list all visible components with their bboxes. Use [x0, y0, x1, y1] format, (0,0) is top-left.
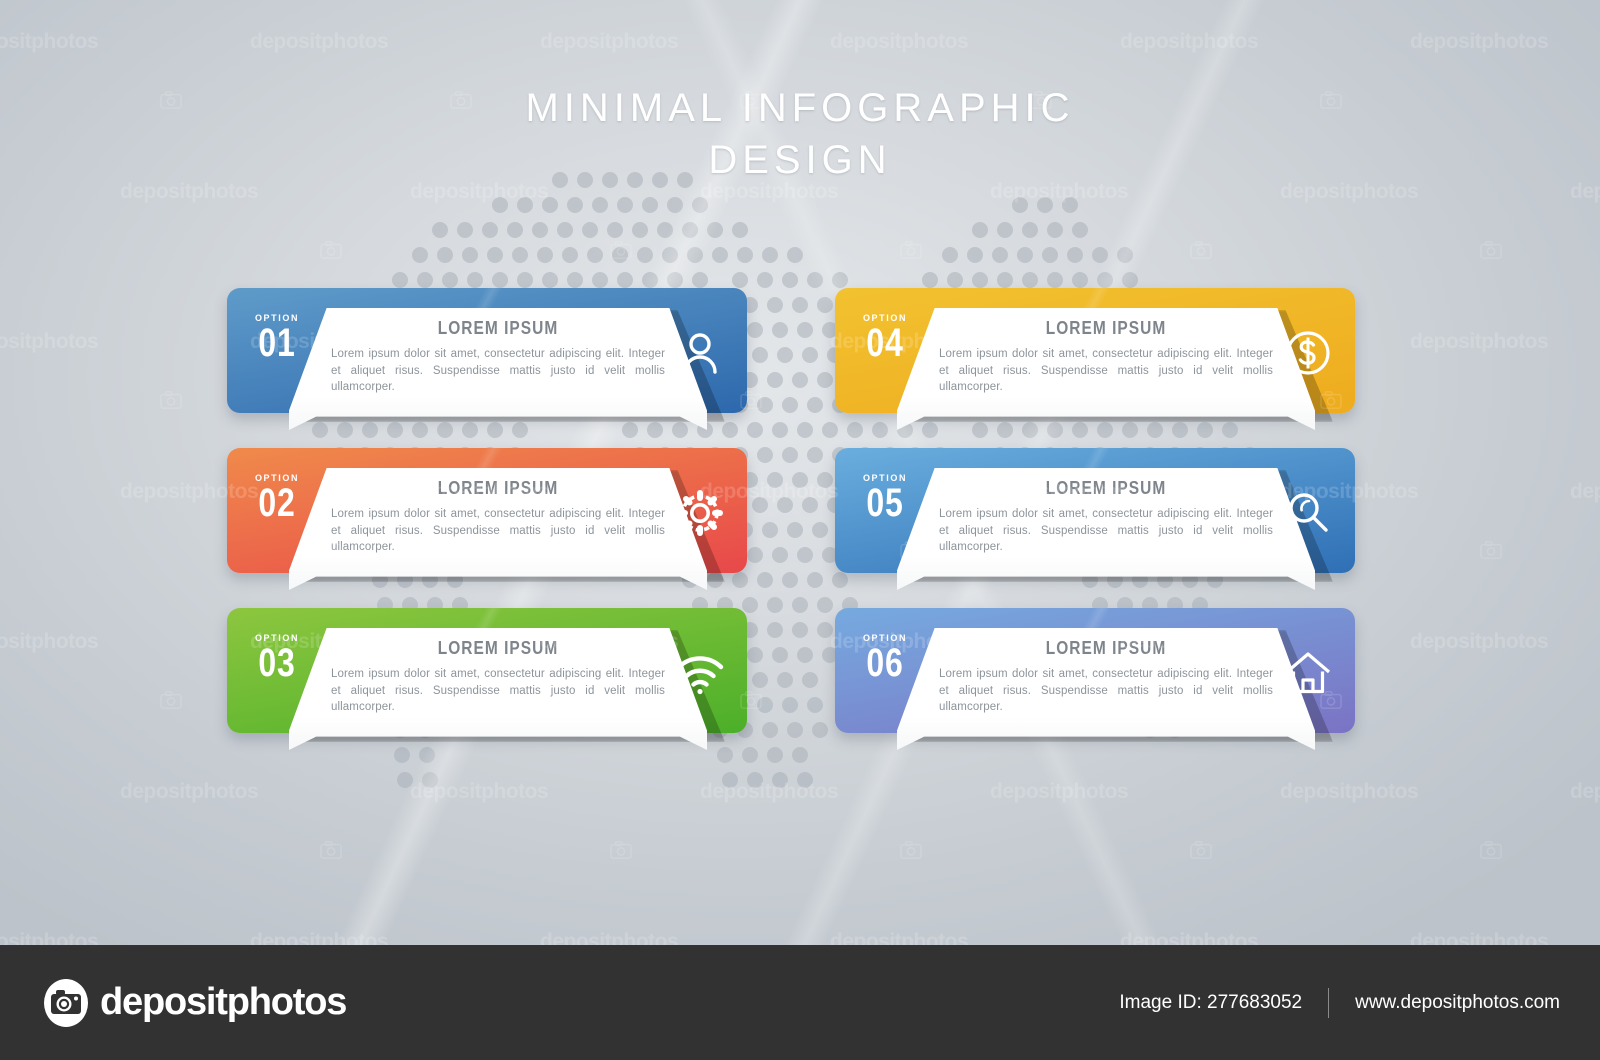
card-body-text: Lorem ipsum dolor sit amet, consectetur …	[331, 508, 665, 553]
dollar-coin-icon[interactable]	[1281, 326, 1335, 380]
white-ribbon-panel	[897, 628, 1315, 750]
card-body-text: Lorem ipsum dolor sit amet, consectetur …	[939, 508, 1273, 553]
card-text-block: LOREM IPSUM Lorem ipsum dolor sit amet, c…	[289, 468, 707, 590]
card-heading: LOREM IPSUM	[1045, 318, 1167, 338]
option-card-03[interactable]: LOREM IPSUM Lorem ipsum dolor sit amet, c…	[227, 608, 747, 750]
watermark-text: depositphotos	[830, 30, 969, 53]
white-ribbon-panel	[289, 628, 707, 750]
card-body-text: Lorem ipsum dolor sit amet, consectetur …	[939, 348, 1273, 393]
card-text-block: LOREM IPSUM Lorem ipsum dolor sit amet, c…	[289, 308, 707, 430]
card-body-text: Lorem ipsum dolor sit amet, consectetur …	[939, 668, 1273, 713]
option-card-04[interactable]: LOREM IPSUM Lorem ipsum dolor sit amet, c…	[835, 288, 1355, 430]
card-text-block: LOREM IPSUM Lorem ipsum dolor sit amet, c…	[897, 628, 1315, 750]
option-number: 03	[258, 641, 296, 685]
footer-divider	[1328, 987, 1330, 1018]
card-heading: LOREM IPSUM	[1045, 638, 1167, 658]
option-label: OPTION	[862, 313, 908, 323]
option-label: OPTION	[254, 473, 300, 483]
option-number: 05	[866, 481, 904, 525]
card-option-block: OPTION 06	[857, 633, 913, 683]
watermark-text: depositphotos	[250, 30, 389, 53]
white-ribbon-panel	[897, 468, 1315, 590]
home-icon[interactable]	[1281, 646, 1335, 700]
title-line-2: DESIGN	[708, 138, 892, 182]
option-number: 02	[258, 481, 296, 525]
option-card-05[interactable]: LOREM IPSUM Lorem ipsum dolor sit amet, c…	[835, 448, 1355, 590]
card-option-block: OPTION 05	[857, 473, 913, 523]
watermark-text: depositphotos	[1410, 930, 1549, 945]
wifi-icon[interactable]	[673, 646, 727, 700]
watermark-text: depositphotos	[540, 30, 679, 53]
option-number: 04	[866, 321, 904, 365]
camera-icon	[1190, 841, 1212, 859]
title-line-1: MINIMAL INFOGRAPHIC	[525, 86, 1075, 130]
camera-icon	[320, 841, 342, 859]
card-body-text: Lorem ipsum dolor sit amet, consectetur …	[331, 348, 665, 393]
brand-name: depositphotos	[100, 981, 347, 1023]
camera-icon	[44, 978, 88, 1027]
option-number: 01	[258, 321, 296, 365]
watermark-text: depositphotos	[540, 930, 679, 945]
watermark-text: depositphotos	[830, 930, 969, 945]
white-ribbon-panel	[289, 308, 707, 430]
card-option-block: OPTION 01	[249, 313, 305, 363]
card-heading: LOREM IPSUM	[1045, 478, 1167, 498]
card-option-block: OPTION 03	[249, 633, 305, 683]
card-heading: LOREM IPSUM	[437, 478, 559, 498]
footer-meta: Image ID: 277683052 www.depositphotos.co…	[1119, 987, 1560, 1018]
page-title: MINIMAL INFOGRAPHIC DESIGN	[0, 82, 1600, 186]
footer-bar: depositphotos Image ID: 277683052 www.de…	[0, 945, 1600, 1060]
option-number: 06	[866, 641, 904, 685]
card-heading: LOREM IPSUM	[437, 638, 559, 658]
watermark-text: depositphotos	[1120, 30, 1259, 53]
watermark-text: depositphotos	[0, 930, 99, 945]
infographic-canvas: MINIMAL INFOGRAPHIC DESIGN LOREM IPSUM Lo…	[0, 0, 1600, 945]
option-label: OPTION	[862, 633, 908, 643]
option-label: OPTION	[254, 313, 300, 323]
website-link[interactable]: www.depositphotos.com	[1355, 991, 1560, 1013]
watermark-text: depositphotos	[250, 930, 389, 945]
camera-icon	[1480, 841, 1502, 859]
card-text-block: LOREM IPSUM Lorem ipsum dolor sit amet, c…	[897, 468, 1315, 590]
option-card-06[interactable]: LOREM IPSUM Lorem ipsum dolor sit amet, c…	[835, 608, 1355, 750]
card-text-block: LOREM IPSUM Lorem ipsum dolor sit amet, c…	[289, 628, 707, 750]
option-label: OPTION	[862, 473, 908, 483]
option-label: OPTION	[254, 633, 300, 643]
left-card-column: LOREM IPSUM Lorem ipsum dolor sit amet, c…	[227, 288, 747, 750]
search-icon[interactable]	[1281, 486, 1335, 540]
card-text-block: LOREM IPSUM Lorem ipsum dolor sit amet, c…	[897, 308, 1315, 430]
gear-icon[interactable]	[673, 486, 727, 540]
white-ribbon-panel	[289, 468, 707, 590]
option-card-01[interactable]: LOREM IPSUM Lorem ipsum dolor sit amet, c…	[227, 288, 747, 430]
image-id: Image ID: 277683052	[1119, 991, 1303, 1013]
right-card-column: LOREM IPSUM Lorem ipsum dolor sit amet, c…	[835, 288, 1355, 750]
depositphotos-logo[interactable]: depositphotos	[42, 978, 347, 1027]
card-option-block: OPTION 02	[249, 473, 305, 523]
watermark-text: depositphotos	[1120, 930, 1259, 945]
card-body-text: Lorem ipsum dolor sit amet, consectetur …	[331, 668, 665, 713]
card-heading: LOREM IPSUM	[437, 318, 559, 338]
option-card-02[interactable]: LOREM IPSUM Lorem ipsum dolor sit amet, c…	[227, 448, 747, 590]
white-ribbon-panel	[897, 308, 1315, 430]
camera-icon	[900, 841, 922, 859]
watermark-text: depositphotos	[1410, 30, 1549, 53]
person-icon[interactable]	[673, 326, 727, 380]
watermark-text: depositphotos	[0, 30, 99, 53]
dotted-world-map	[282, 172, 1258, 788]
camera-icon	[610, 841, 632, 859]
card-option-block: OPTION 04	[857, 313, 913, 363]
